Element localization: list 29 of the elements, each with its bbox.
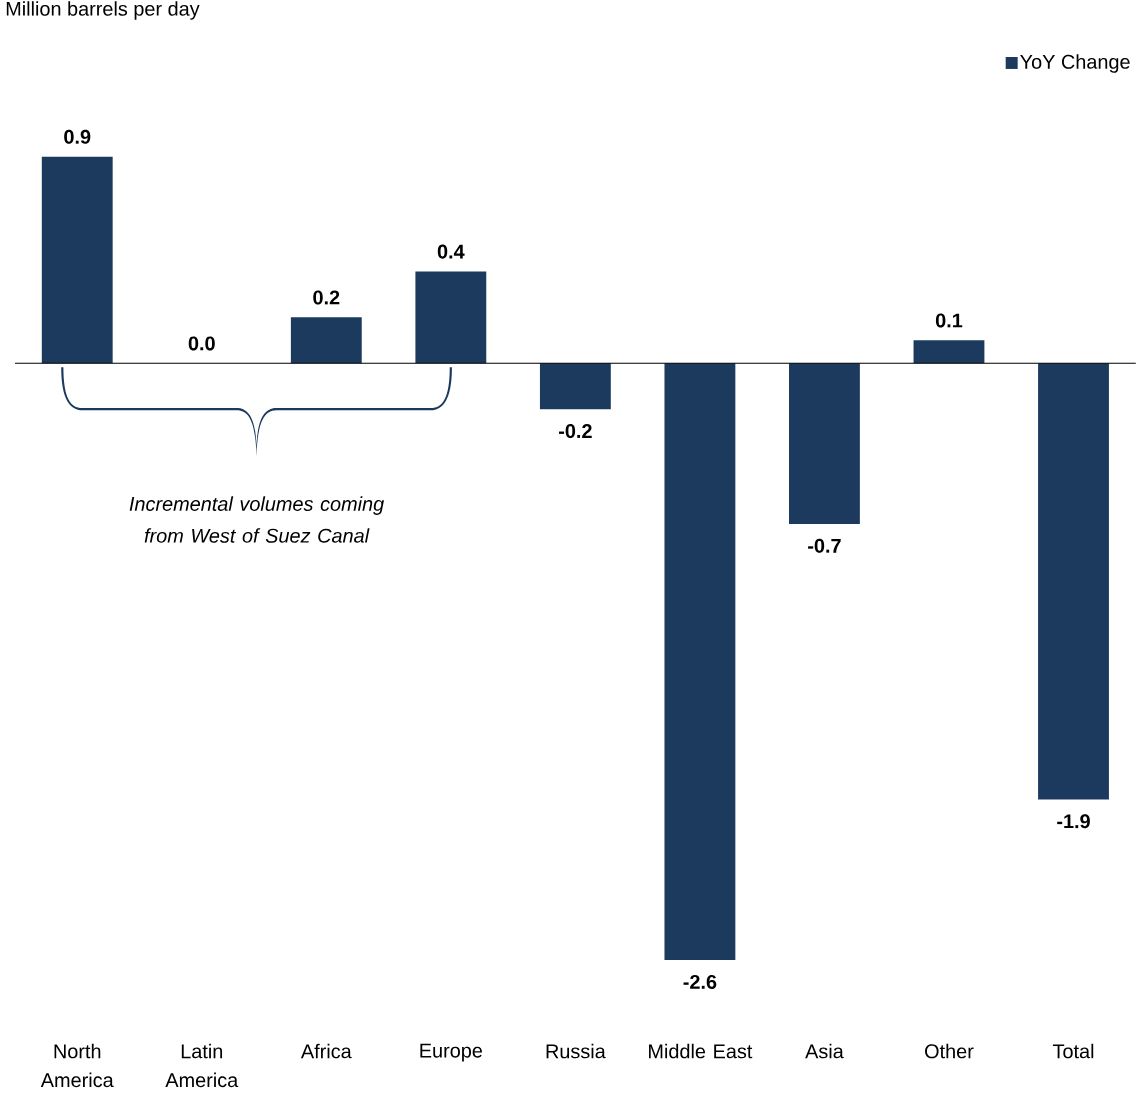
x-tick-label: Other bbox=[925, 1043, 974, 1059]
data-label: -0.7 bbox=[808, 538, 841, 553]
legend-label: YoY Change bbox=[1020, 54, 1130, 73]
x-tick-label: Russia bbox=[546, 1043, 606, 1059]
annotation: Incremental volumes coming from West of Suez Canal bbox=[129, 496, 384, 543]
bar bbox=[415, 271, 487, 364]
data-label: 0.4 bbox=[437, 244, 465, 259]
data-label: 0.1 bbox=[935, 313, 963, 328]
bar bbox=[1038, 363, 1109, 800]
data-label: 0.2 bbox=[313, 290, 340, 305]
bar bbox=[913, 340, 985, 364]
text: Million barrels per day bbox=[6, 1, 200, 20]
x-tick-label: Middle East bbox=[649, 1043, 753, 1059]
data-label: -2.6 bbox=[683, 975, 717, 990]
data-label: 0.0 bbox=[188, 336, 215, 351]
bar bbox=[41, 156, 113, 364]
bar bbox=[664, 363, 736, 961]
x-tick-label: Africa bbox=[300, 1043, 352, 1059]
x-tick-label: Total bbox=[1052, 1043, 1094, 1059]
x-tick-label: Europe bbox=[420, 1043, 482, 1062]
x-tick-label: Asia bbox=[805, 1043, 844, 1059]
bar bbox=[539, 363, 611, 410]
x-tick-label: North America bbox=[40, 1043, 114, 1088]
x-tick-label: Latin America bbox=[165, 1043, 239, 1088]
data-label: -1.9 bbox=[1057, 814, 1090, 829]
bar bbox=[290, 317, 362, 364]
data-label: -0.2 bbox=[559, 424, 592, 439]
data-label: 0.9 bbox=[64, 129, 91, 144]
bar bbox=[789, 363, 860, 525]
